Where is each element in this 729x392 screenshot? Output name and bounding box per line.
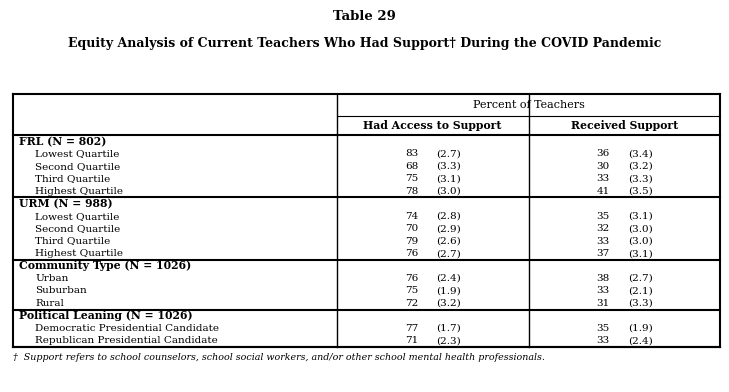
Text: Table 29: Table 29 xyxy=(333,10,396,23)
Text: Second Quartile: Second Quartile xyxy=(35,162,120,171)
Text: Rural: Rural xyxy=(35,299,64,308)
Text: 33: 33 xyxy=(596,336,609,345)
Text: (3.3): (3.3) xyxy=(628,299,652,308)
Text: Second Quartile: Second Quartile xyxy=(35,224,120,233)
Text: (2.3): (2.3) xyxy=(436,336,461,345)
Text: 78: 78 xyxy=(405,187,418,196)
Text: (2.8): (2.8) xyxy=(436,212,461,221)
Text: 32: 32 xyxy=(596,224,609,233)
Text: (1.9): (1.9) xyxy=(628,324,652,333)
Text: 74: 74 xyxy=(405,212,418,221)
Text: (3.0): (3.0) xyxy=(628,224,652,233)
Text: Urban: Urban xyxy=(35,274,69,283)
Text: 31: 31 xyxy=(596,299,609,308)
Text: (3.2): (3.2) xyxy=(436,299,461,308)
Text: Third Quartile: Third Quartile xyxy=(35,237,110,245)
Text: (2.7): (2.7) xyxy=(436,249,461,258)
Text: (2.6): (2.6) xyxy=(436,237,461,245)
Text: (2.7): (2.7) xyxy=(628,274,652,283)
Text: 70: 70 xyxy=(405,224,418,233)
Text: Lowest Quartile: Lowest Quartile xyxy=(35,212,120,221)
Text: 77: 77 xyxy=(405,324,418,333)
Text: Percent of Teachers: Percent of Teachers xyxy=(472,100,585,110)
Text: Highest Quartile: Highest Quartile xyxy=(35,249,123,258)
Text: (2.1): (2.1) xyxy=(628,287,652,296)
Text: (3.3): (3.3) xyxy=(628,174,652,183)
Text: Equity Analysis of Current Teachers Who Had Support† During the COVID Pandemic: Equity Analysis of Current Teachers Who … xyxy=(68,37,661,50)
Text: Lowest Quartile: Lowest Quartile xyxy=(35,149,120,158)
Text: (3.4): (3.4) xyxy=(628,149,652,158)
Text: 76: 76 xyxy=(405,274,418,283)
Text: 76: 76 xyxy=(405,249,418,258)
Text: 41: 41 xyxy=(596,187,609,196)
Text: 38: 38 xyxy=(596,274,609,283)
Text: 33: 33 xyxy=(596,287,609,296)
Text: 30: 30 xyxy=(596,162,609,171)
Text: (1.7): (1.7) xyxy=(436,324,461,333)
Text: (3.5): (3.5) xyxy=(628,187,652,196)
Text: 83: 83 xyxy=(405,149,418,158)
Text: (3.2): (3.2) xyxy=(628,162,652,171)
Text: 35: 35 xyxy=(596,324,609,333)
Text: (2.4): (2.4) xyxy=(628,336,652,345)
Text: 71: 71 xyxy=(405,336,418,345)
Text: (3.1): (3.1) xyxy=(628,249,652,258)
Text: (3.0): (3.0) xyxy=(436,187,461,196)
Text: Republican Presidential Candidate: Republican Presidential Candidate xyxy=(35,336,218,345)
Text: Community Type (N = 1026): Community Type (N = 1026) xyxy=(19,260,191,272)
Text: (3.3): (3.3) xyxy=(436,162,461,171)
Text: Had Access to Support: Had Access to Support xyxy=(364,120,502,131)
Text: 35: 35 xyxy=(596,212,609,221)
Text: Suburban: Suburban xyxy=(35,287,87,296)
Text: (2.9): (2.9) xyxy=(436,224,461,233)
Text: 36: 36 xyxy=(596,149,609,158)
Text: 72: 72 xyxy=(405,299,418,308)
Text: 79: 79 xyxy=(405,237,418,245)
Text: 75: 75 xyxy=(405,174,418,183)
Text: 37: 37 xyxy=(596,249,609,258)
Text: Democratic Presidential Candidate: Democratic Presidential Candidate xyxy=(35,324,219,333)
Text: 75: 75 xyxy=(405,287,418,296)
Text: (3.1): (3.1) xyxy=(628,212,652,221)
Text: (2.7): (2.7) xyxy=(436,149,461,158)
Text: Political Leaning (N = 1026): Political Leaning (N = 1026) xyxy=(19,310,192,321)
Text: (3.1): (3.1) xyxy=(436,174,461,183)
Text: (3.0): (3.0) xyxy=(628,237,652,245)
Text: 33: 33 xyxy=(596,237,609,245)
Text: URM (N = 988): URM (N = 988) xyxy=(19,198,112,209)
Text: (1.9): (1.9) xyxy=(436,287,461,296)
Text: Third Quartile: Third Quartile xyxy=(35,174,110,183)
Text: †  Support refers to school counselors, school social workers, and/or other scho: † Support refers to school counselors, s… xyxy=(13,353,545,362)
Text: FRL (N = 802): FRL (N = 802) xyxy=(19,136,106,147)
Text: (2.4): (2.4) xyxy=(436,274,461,283)
Text: 33: 33 xyxy=(596,174,609,183)
Text: Highest Quartile: Highest Quartile xyxy=(35,187,123,196)
Text: Received Support: Received Support xyxy=(571,120,678,131)
Text: 68: 68 xyxy=(405,162,418,171)
